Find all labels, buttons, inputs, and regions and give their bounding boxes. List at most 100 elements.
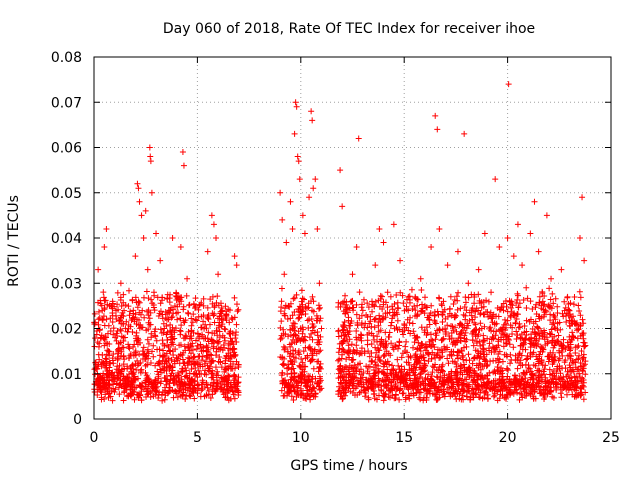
data-point bbox=[504, 235, 511, 241]
data-point-dense bbox=[179, 356, 186, 363]
data-point-dense bbox=[125, 325, 132, 332]
data-point-dense bbox=[575, 325, 582, 332]
data-point-dense bbox=[535, 360, 542, 367]
data-point-dense bbox=[317, 347, 324, 354]
data-point-dense bbox=[463, 343, 470, 350]
data-point-dense bbox=[391, 383, 398, 390]
data-point-dense bbox=[513, 328, 520, 335]
data-point-dense bbox=[337, 366, 344, 373]
data-point bbox=[475, 266, 482, 273]
data-point-dense bbox=[547, 311, 554, 318]
data-point-dense bbox=[119, 366, 126, 373]
data-point-dense bbox=[582, 371, 589, 378]
data-point-dense bbox=[440, 388, 447, 395]
data-point-dense bbox=[166, 384, 173, 391]
data-point-dense bbox=[471, 300, 478, 307]
data-point-dense bbox=[340, 322, 347, 329]
data-point-dense bbox=[346, 322, 353, 329]
data-point-dense bbox=[278, 285, 285, 292]
data-point-dense bbox=[453, 328, 460, 335]
data-point-dense bbox=[316, 364, 323, 371]
data-point-dense bbox=[300, 307, 307, 314]
data-point-dense bbox=[137, 321, 144, 328]
data-point-dense bbox=[118, 333, 125, 340]
data-point-dense bbox=[277, 336, 284, 343]
data-point-dense bbox=[305, 372, 312, 379]
data-point-dense bbox=[145, 295, 152, 302]
data-point-dense bbox=[473, 305, 480, 312]
data-point-dense bbox=[98, 332, 105, 339]
data-point-dense bbox=[429, 337, 436, 344]
data-point-dense bbox=[281, 312, 288, 319]
data-point-dense bbox=[218, 364, 225, 371]
data-point bbox=[204, 248, 211, 255]
data-point-dense bbox=[434, 397, 441, 404]
data-point-dense bbox=[496, 306, 503, 313]
data-point-dense bbox=[477, 342, 484, 349]
data-point-dense bbox=[218, 374, 225, 381]
data-point-dense bbox=[138, 397, 145, 404]
data-point-dense bbox=[198, 357, 205, 364]
data-point-dense bbox=[425, 358, 432, 365]
data-point-dense bbox=[450, 301, 457, 308]
data-point-dense bbox=[104, 330, 111, 337]
data-point-dense bbox=[168, 304, 175, 311]
data-point bbox=[390, 221, 397, 228]
data-point-dense bbox=[92, 335, 99, 342]
data-point-dense bbox=[550, 344, 557, 351]
data-point-dense bbox=[159, 337, 166, 344]
data-point-dense bbox=[177, 351, 184, 358]
data-point-dense bbox=[559, 310, 566, 317]
data-point-dense bbox=[579, 316, 586, 323]
data-point-dense bbox=[206, 351, 213, 358]
data-point-dense bbox=[407, 330, 414, 337]
data-point-dense bbox=[399, 374, 406, 381]
data-point-dense bbox=[140, 344, 147, 351]
data-point-dense bbox=[461, 364, 468, 371]
data-point-dense bbox=[316, 373, 323, 380]
data-point-dense bbox=[563, 391, 570, 398]
data-point-dense bbox=[459, 392, 466, 399]
data-point bbox=[564, 293, 571, 300]
data-point-dense bbox=[291, 309, 298, 316]
data-point-dense bbox=[171, 302, 178, 309]
data-point-dense bbox=[487, 358, 494, 365]
data-point-dense bbox=[472, 347, 479, 354]
data-point bbox=[215, 271, 222, 278]
data-point-dense bbox=[403, 303, 410, 310]
data-point-dense bbox=[441, 343, 448, 350]
data-point-dense bbox=[368, 385, 375, 392]
data-point-dense bbox=[298, 387, 305, 394]
y-tick-label: 0.05 bbox=[51, 186, 82, 202]
data-point-dense bbox=[416, 345, 423, 352]
data-point-dense bbox=[408, 286, 415, 293]
data-point bbox=[310, 185, 317, 192]
data-point-dense bbox=[209, 391, 216, 398]
data-point-dense bbox=[446, 384, 453, 391]
data-point-dense bbox=[507, 313, 514, 320]
data-point-dense bbox=[299, 304, 306, 311]
data-point-dense bbox=[417, 389, 424, 396]
data-point-dense bbox=[294, 336, 301, 343]
data-point-dense bbox=[120, 373, 127, 380]
data-point-dense bbox=[279, 379, 286, 386]
data-point-dense bbox=[370, 332, 377, 339]
data-point-dense bbox=[405, 386, 412, 393]
data-point-dense bbox=[452, 393, 459, 400]
data-point-dense bbox=[99, 352, 106, 359]
data-point-dense bbox=[231, 371, 238, 378]
data-point-dense bbox=[133, 384, 140, 391]
data-point-dense bbox=[119, 309, 126, 316]
data-point-dense bbox=[503, 387, 510, 394]
data-point-dense bbox=[208, 374, 215, 381]
data-point bbox=[281, 271, 288, 278]
data-point-dense bbox=[524, 295, 531, 302]
data-point-dense bbox=[463, 307, 470, 314]
data-point bbox=[465, 280, 472, 287]
data-point-dense bbox=[437, 354, 444, 361]
data-point-dense bbox=[431, 351, 438, 358]
data-point-dense bbox=[235, 306, 242, 313]
data-point-dense bbox=[561, 359, 568, 366]
data-point-dense bbox=[403, 359, 410, 366]
data-point-dense bbox=[121, 389, 128, 396]
